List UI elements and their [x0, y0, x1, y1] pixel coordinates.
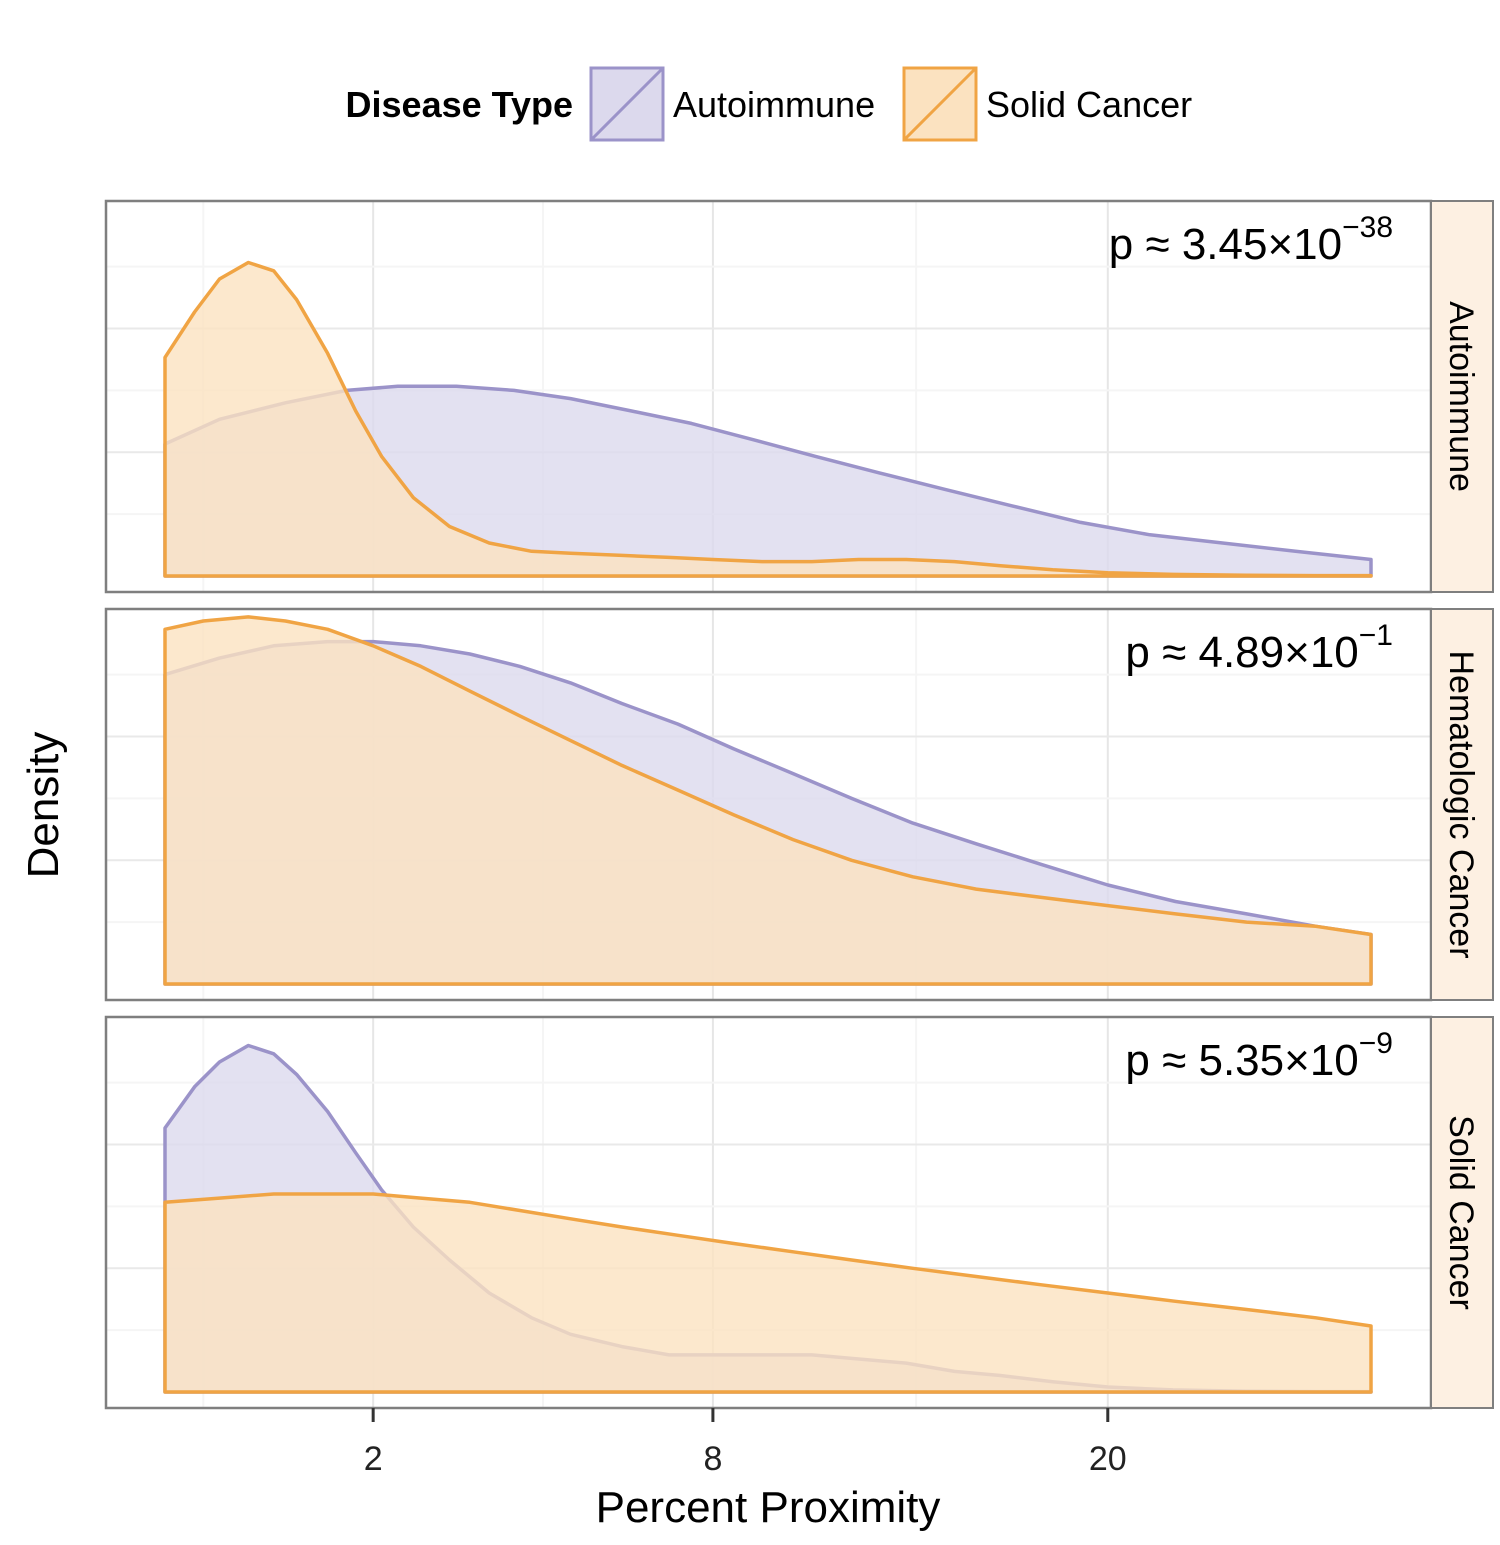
density-area-solid-cancer: [163, 615, 1373, 986]
facet-strip: [1430, 200, 1494, 593]
x-axis: 2 8 20: [364, 1408, 1127, 1478]
facet-strip: [1430, 1016, 1494, 1409]
density-area-solid-cancer: [163, 260, 1373, 578]
p-value-annotation: p ≈ 3.45×10−38: [1109, 211, 1393, 269]
p-value-annotation: p ≈ 4.89×10−1: [1125, 619, 1393, 677]
legend-label-solid-cancer: Solid Cancer: [986, 84, 1192, 125]
panel-1: Hematologic Cancer p ≈ 4.89×10−1: [104, 607, 1494, 1002]
panel-0: Autoimmune p ≈ 3.45×10−38: [104, 199, 1494, 594]
facet-strip-label: Hematologic Cancer: [1442, 650, 1480, 958]
density-area-solid-cancer: [163, 1192, 1373, 1394]
y-axis-title: Density: [19, 732, 68, 879]
x-axis-title: Percent Proximity: [596, 1483, 941, 1532]
legend-key-autoimmune-slash: [589, 66, 665, 142]
legend-label-autoimmune: Autoimmune: [673, 84, 875, 125]
legend-key-solid-cancer-slash: [902, 66, 978, 142]
facet-strip-label: Solid Cancer: [1442, 1115, 1480, 1310]
p-value-annotation: p ≈ 5.35×10−9: [1125, 1027, 1393, 1085]
x-tick-label: 2: [364, 1440, 383, 1478]
legend-title: Disease Type: [346, 84, 573, 125]
panels: Autoimmune p ≈ 3.45×10−38 Hematologic Canc…: [104, 199, 1494, 1410]
panel-2: Solid Cancer p ≈ 5.35×10−9: [104, 1015, 1494, 1410]
x-tick-label: 20: [1089, 1440, 1127, 1478]
x-tick-label: 8: [703, 1440, 722, 1478]
facet-strip-label: Autoimmune: [1442, 301, 1480, 492]
facet-strip: [1430, 608, 1494, 1001]
legend: Disease Type Autoimmune Solid Cancer: [346, 66, 1192, 142]
